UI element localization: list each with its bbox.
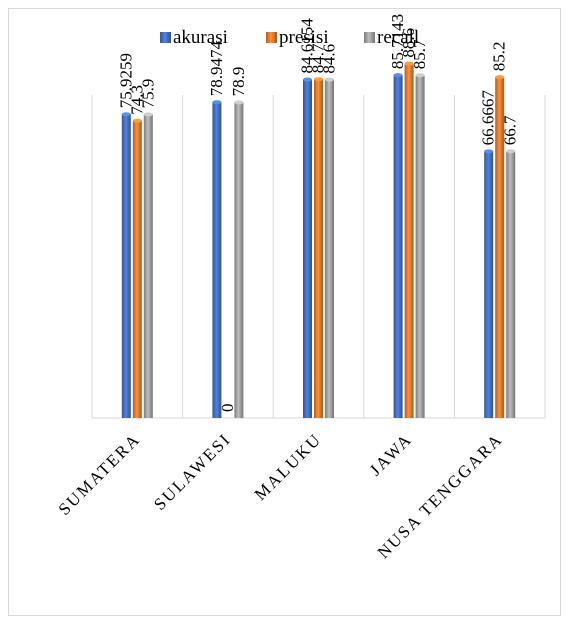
legend-item-presisi: presisi <box>266 27 329 48</box>
data-label-maluku-akurasi: 84.6154 <box>298 18 317 74</box>
data-label-sumatera-akurasi: 75.9259 <box>116 53 135 108</box>
category-label-sulawesi: SULAWESI <box>150 429 235 514</box>
bar-cap-sulawesi-recall <box>234 100 244 105</box>
bar-cap-nusa-tenggara-akurasi <box>484 149 494 154</box>
bar-cap-sumatera-akurasi <box>121 112 131 117</box>
bar-cap-nusa-tenggara-recall <box>506 149 516 154</box>
bar-maluku-recall <box>325 79 334 418</box>
category-label-maluku: MALUKU <box>251 429 326 504</box>
bar-sulawesi-recall <box>234 102 244 419</box>
legend: akurasi presisi recall <box>160 27 419 48</box>
data-label-jawa-recall: 85.7 <box>410 39 429 69</box>
legend-label-akurasi: akurasi <box>173 27 228 48</box>
bar-cap-sumatera-recall <box>143 112 153 117</box>
bar-cap-maluku-recall <box>325 77 334 82</box>
bar-cap-maluku-presisi <box>314 77 323 82</box>
bar-cap-sulawesi-akurasi <box>212 100 222 105</box>
legend-label-presisi: presisi <box>279 27 329 48</box>
bar-maluku-presisi <box>314 79 323 418</box>
bar-maluku-akurasi <box>303 79 312 419</box>
bar-cap-sumatera-presisi <box>132 118 142 123</box>
legend-item-recall: recall <box>364 27 419 48</box>
bar-jawa-recall <box>415 75 425 418</box>
data-label-nusa-tenggara-akurasi: 66.6667 <box>479 90 498 146</box>
category-label-jawa: JAWA <box>366 429 416 479</box>
bar-nusa-tenggara-akurasi <box>484 151 494 419</box>
legend-swatch-presisi <box>266 32 277 43</box>
data-label-sulawesi-recall: 78.9 <box>229 67 248 97</box>
bar-sulawesi-akurasi <box>212 102 222 419</box>
bar-jawa-akurasi <box>393 75 403 419</box>
bar-jawa-presisi <box>404 63 414 418</box>
bar-sumatera-akurasi <box>121 114 131 419</box>
bar-cap-jawa-recall <box>415 73 425 78</box>
bars <box>121 61 516 419</box>
bar-nusa-tenggara-presisi <box>495 77 505 418</box>
chart-frame <box>8 8 561 616</box>
legend-swatch-akurasi <box>160 32 171 43</box>
bar-cap-nusa-tenggara-presisi <box>495 75 505 80</box>
bar-cap-jawa-akurasi <box>393 73 403 78</box>
bar-sumatera-recall <box>143 114 153 419</box>
data-label-nusa-tenggara-presisi: 85.2 <box>490 41 509 71</box>
bar-cap-maluku-akurasi <box>303 77 312 82</box>
data-label-sulawesi-presisi: 0 <box>218 404 237 413</box>
data-label-sulawesi-akurasi: 78.9474 <box>207 40 226 96</box>
bar-cap-jawa-presisi <box>404 61 414 66</box>
legend-item-akurasi: akurasi <box>160 27 228 48</box>
data-label-nusa-tenggara-recall: 66.7 <box>501 115 520 145</box>
data-label-sumatera-presisi: 74.3 <box>127 85 146 115</box>
legend-label-recall: recall <box>377 27 419 48</box>
legend-swatch-recall <box>364 32 375 43</box>
data-label-jawa-presisi: 88.6 <box>399 28 418 58</box>
bar-sumatera-presisi <box>132 120 142 419</box>
data-label-maluku-presisi: 84.7 <box>309 43 328 73</box>
category-label-sumatera: SUMATERA <box>55 429 145 519</box>
data-label-sumatera-recall: 75.9 <box>138 79 157 109</box>
bar-nusa-tenggara-recall <box>506 151 516 418</box>
data-label-jawa-akurasi: 85.7143 <box>388 14 407 69</box>
data-label-maluku-recall: 84.6 <box>320 44 339 74</box>
